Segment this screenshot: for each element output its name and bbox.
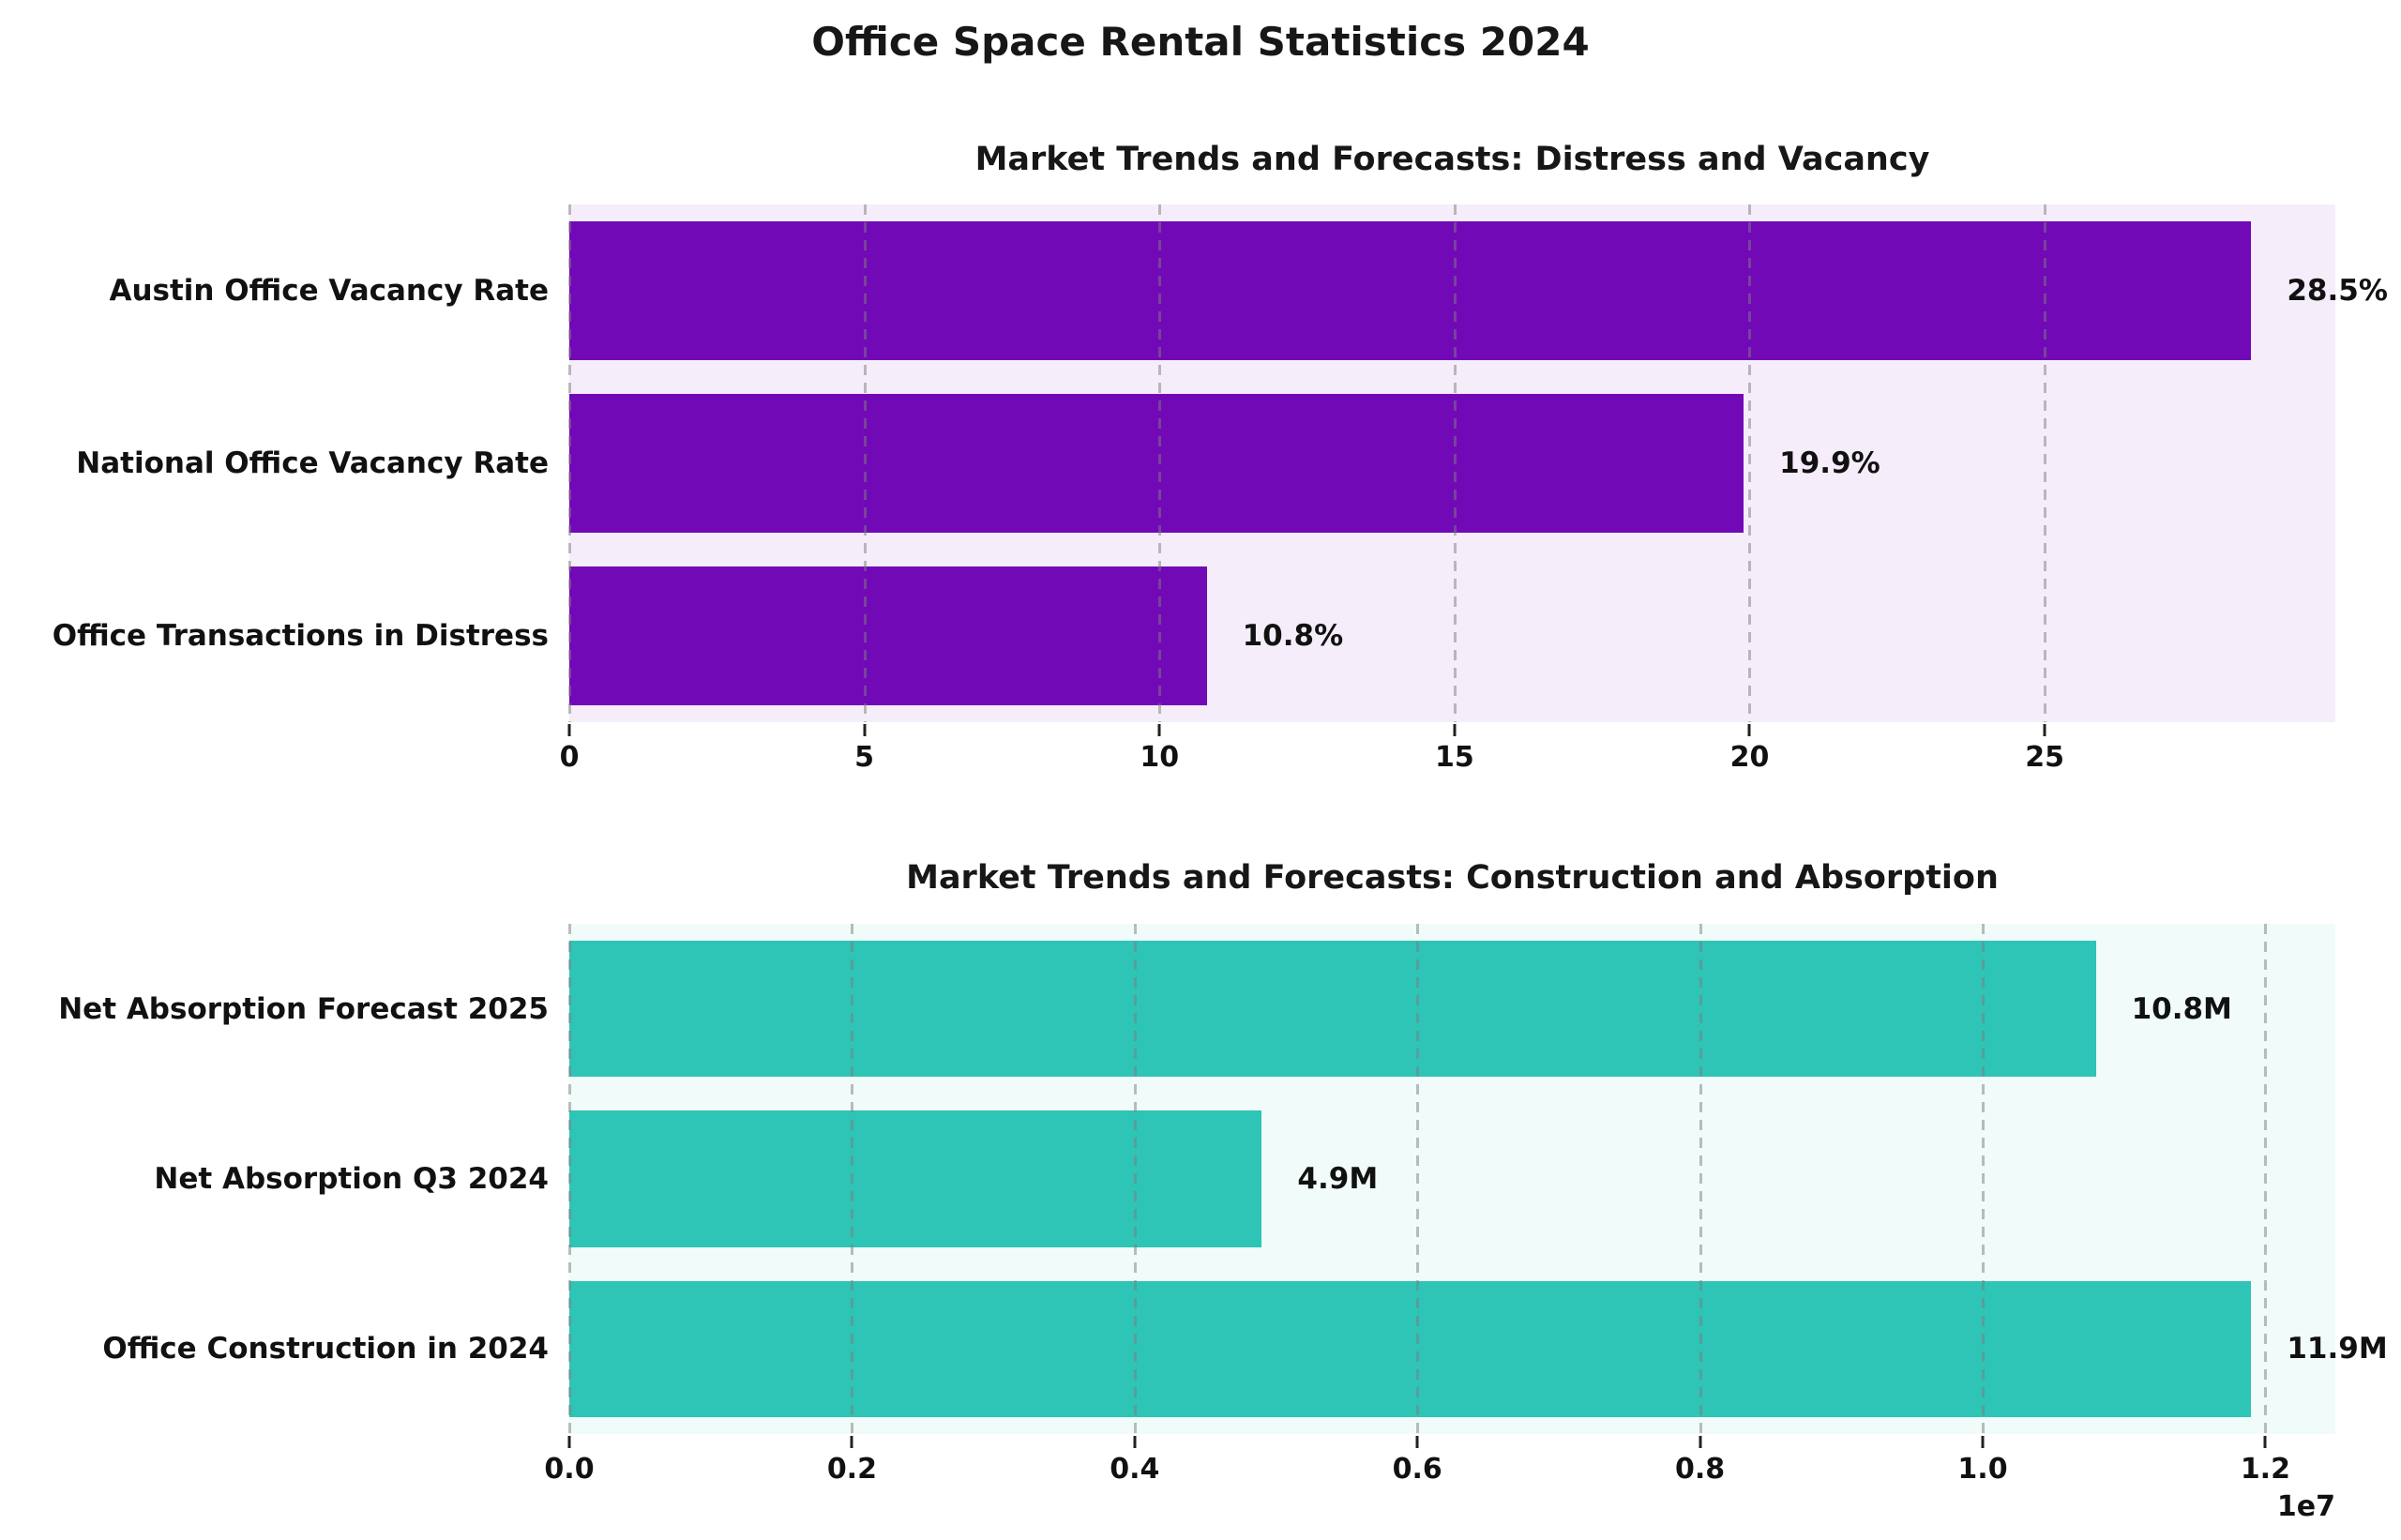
bar bbox=[569, 941, 2096, 1078]
gridline bbox=[2044, 204, 2047, 722]
category-label: National Office Vacancy Rate bbox=[76, 446, 549, 480]
value-label: 10.8% bbox=[1242, 619, 1344, 653]
x-tick-mark bbox=[1133, 1436, 1137, 1448]
gridline bbox=[1133, 924, 1137, 1434]
category-label: Austin Office Vacancy Rate bbox=[109, 274, 549, 308]
value-label: 11.9M bbox=[2287, 1332, 2388, 1366]
figure-title: Office Space Rental Statistics 2024 bbox=[811, 19, 1590, 65]
x-tick-mark bbox=[1699, 1436, 1702, 1448]
gridline bbox=[1748, 204, 1752, 722]
gridline bbox=[863, 204, 867, 722]
x-tick-mark bbox=[1453, 724, 1457, 736]
x-tick-mark bbox=[1415, 1436, 1419, 1448]
category-label: Office Construction in 2024 bbox=[102, 1332, 549, 1366]
x-tick-label: 5 bbox=[854, 741, 875, 774]
value-label: 19.9% bbox=[1779, 446, 1880, 480]
bar bbox=[569, 221, 2252, 360]
gridline bbox=[568, 204, 571, 722]
x-tick-label: 0.2 bbox=[826, 1453, 877, 1486]
x-tick-mark bbox=[2043, 724, 2046, 736]
x-tick-mark bbox=[567, 1436, 571, 1448]
gridline bbox=[1416, 924, 1420, 1434]
gridline bbox=[851, 924, 854, 1434]
plot-area-construction-absorption: 10.8M 4.9M 11.9M bbox=[568, 924, 2388, 1434]
x-tick-mark bbox=[567, 724, 571, 736]
bar bbox=[569, 566, 1207, 705]
x-tick-mark bbox=[850, 1436, 853, 1448]
x-tick-mark bbox=[1747, 724, 1751, 736]
bar bbox=[569, 394, 1744, 533]
category-label: Net Absorption Q3 2024 bbox=[154, 1162, 549, 1196]
x-tick-label: 10 bbox=[1140, 741, 1180, 774]
x-tick-label: 0 bbox=[559, 741, 580, 774]
chart-title-construction-absorption: Market Trends and Forecasts: Constructio… bbox=[906, 859, 1999, 897]
bar bbox=[569, 1110, 1262, 1247]
x-tick-label: 0.6 bbox=[1392, 1453, 1442, 1486]
plot-area-distress-vacancy: 28.5% 19.9% 10.8% bbox=[568, 204, 2388, 722]
gridline bbox=[1982, 924, 1985, 1434]
x-tick-mark bbox=[863, 724, 867, 736]
x-tick-label: 1.2 bbox=[2240, 1453, 2290, 1486]
x-tick-label: 25 bbox=[2025, 741, 2064, 774]
x-tick-label: 1.0 bbox=[1957, 1453, 2008, 1486]
value-label: 28.5% bbox=[2287, 274, 2388, 308]
x-tick-mark bbox=[1157, 724, 1161, 736]
bar bbox=[569, 1280, 2252, 1417]
gridline bbox=[1158, 204, 1162, 722]
x-tick-label: 20 bbox=[1729, 741, 1770, 774]
gridline bbox=[2264, 924, 2268, 1434]
x-tick-label: 15 bbox=[1434, 741, 1474, 774]
x-tick-label: 0.4 bbox=[1110, 1453, 1160, 1486]
x-tick-label: 0.0 bbox=[544, 1453, 595, 1486]
x-axis-offset-label: 1e7 bbox=[2276, 1490, 2335, 1523]
value-label: 4.9M bbox=[1297, 1162, 1379, 1196]
gridline bbox=[1699, 924, 1702, 1434]
x-tick-label: 0.8 bbox=[1675, 1453, 1726, 1486]
gridline bbox=[568, 924, 571, 1434]
value-label: 10.8M bbox=[2131, 991, 2232, 1026]
chart-title-distress-vacancy: Market Trends and Forecasts: Distress an… bbox=[974, 141, 1930, 178]
gridline bbox=[1453, 204, 1457, 722]
x-tick-mark bbox=[1981, 1436, 1985, 1448]
x-tick-mark bbox=[2263, 1436, 2267, 1448]
category-label: Net Absorption Forecast 2025 bbox=[58, 991, 549, 1026]
category-label: Office Transactions in Distress bbox=[52, 619, 549, 653]
